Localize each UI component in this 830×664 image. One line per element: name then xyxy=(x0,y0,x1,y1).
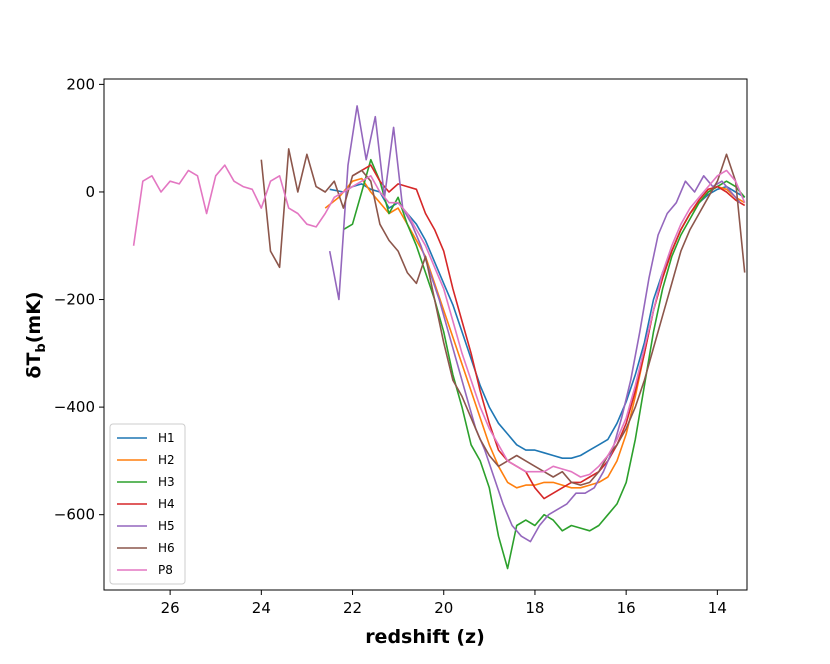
x-tick-label: 22 xyxy=(343,599,362,617)
y-axis-ticks: 200 0 −200 −400 −600 xyxy=(54,75,104,524)
y-axis-label-subscript: b xyxy=(34,343,49,352)
legend-items: H1 H2 H3 H4 H5 H6 P8 xyxy=(117,431,175,577)
y-axis-label: δTb(mK) xyxy=(23,291,49,378)
y-tick-label: 0 xyxy=(85,183,95,201)
legend-label-p8: P8 xyxy=(158,563,173,577)
y-axis-label-unit: (mK) xyxy=(23,291,45,343)
legend-label-h4: H4 xyxy=(158,497,175,511)
legend-box xyxy=(109,423,186,585)
series-line-h2 xyxy=(324,177,746,489)
plot-frame xyxy=(103,78,748,591)
x-tick-label: 14 xyxy=(708,599,727,617)
series-line-h3 xyxy=(342,158,746,570)
series-line-p8 xyxy=(132,164,746,478)
legend-label-h6: H6 xyxy=(158,541,175,555)
x-tick-label: 20 xyxy=(434,599,453,617)
series-line-h1 xyxy=(329,183,746,460)
series-layer xyxy=(132,105,746,570)
series-line-h6 xyxy=(260,148,746,486)
y-axis-label-main: δT xyxy=(23,353,45,379)
x-tick-label: 24 xyxy=(252,599,271,617)
y-tick-label: −400 xyxy=(54,398,95,416)
legend-label-h1: H1 xyxy=(158,431,175,445)
legend-label-h5: H5 xyxy=(158,519,175,533)
series-line-h5 xyxy=(328,105,741,543)
legend-label-h2: H2 xyxy=(158,453,175,467)
x-tick-label: 18 xyxy=(525,599,544,617)
legend: H1 H2 H3 H4 H5 H6 P8 xyxy=(109,423,186,585)
series-line-h4 xyxy=(352,164,746,500)
y-tick-label: −600 xyxy=(54,506,95,524)
y-tick-label: −200 xyxy=(54,291,95,309)
y-tick-label: 200 xyxy=(66,75,95,93)
x-axis-label: redshift (z) xyxy=(365,626,485,648)
legend-label-h3: H3 xyxy=(158,475,175,489)
x-tick-label: 26 xyxy=(161,599,180,617)
x-tick-label: 16 xyxy=(617,599,636,617)
x-axis-ticks: 26 24 22 20 18 16 14 xyxy=(161,590,727,617)
